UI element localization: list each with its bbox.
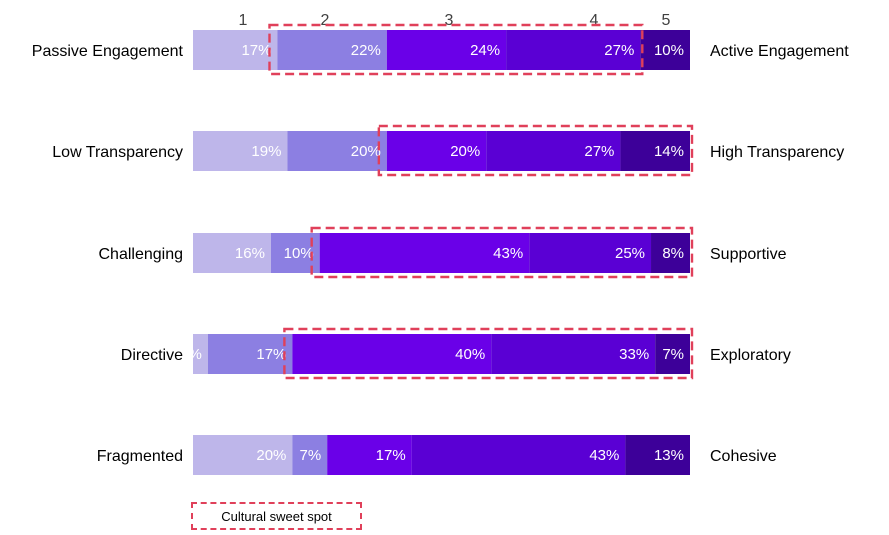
row-left-label: Passive Engagement bbox=[32, 43, 184, 60]
scale-point-label: 2 bbox=[321, 12, 330, 29]
bar-segment bbox=[529, 233, 652, 273]
bar-segment bbox=[287, 131, 387, 171]
data-label: 13% bbox=[654, 447, 684, 464]
bar-segment bbox=[193, 435, 293, 475]
bar-segment bbox=[506, 30, 641, 70]
data-label: 22% bbox=[351, 42, 381, 59]
data-label: 20% bbox=[450, 143, 480, 160]
bar-segment bbox=[193, 233, 271, 273]
row-right-label: Supportive bbox=[710, 246, 787, 263]
bar-segment bbox=[327, 435, 412, 475]
sweet-spot-highlight bbox=[283, 327, 694, 380]
data-label: 17% bbox=[256, 346, 286, 363]
data-label: 19% bbox=[251, 143, 281, 160]
data-label: 17% bbox=[241, 42, 271, 59]
row-right-label: Active Engagement bbox=[710, 43, 849, 60]
bar-segment bbox=[207, 334, 293, 374]
data-label: 27% bbox=[584, 143, 614, 160]
data-label: 7% bbox=[662, 346, 684, 363]
data-label: 16% bbox=[235, 245, 265, 262]
bar-segment bbox=[651, 233, 690, 273]
data-label: 20% bbox=[351, 143, 381, 160]
bar-segment bbox=[411, 435, 626, 475]
data-label: 24% bbox=[470, 42, 500, 59]
row-right-label: High Transparency bbox=[710, 144, 844, 161]
data-label: 10% bbox=[284, 245, 314, 262]
bar-segment bbox=[620, 131, 690, 171]
bar-segment bbox=[292, 435, 328, 475]
sweet-spot-highlight bbox=[377, 124, 694, 177]
bar-segment bbox=[386, 30, 507, 70]
bar-segment bbox=[386, 131, 487, 171]
bar-segment bbox=[277, 30, 387, 70]
data-label: 27% bbox=[604, 42, 634, 59]
scale-point-label: 5 bbox=[662, 12, 671, 29]
bar-segment bbox=[625, 435, 690, 475]
scale-point-label: 1 bbox=[239, 12, 248, 29]
data-label: 8% bbox=[662, 245, 684, 262]
scale-point-label: 4 bbox=[590, 12, 599, 29]
row-left-label: Low Transparency bbox=[52, 144, 183, 161]
bar-segment bbox=[193, 334, 208, 374]
bar-segment bbox=[292, 334, 492, 374]
bar-segment bbox=[193, 30, 278, 70]
legend-sweet-spot: Cultural sweet spot bbox=[191, 502, 362, 530]
row-left-label: Challenging bbox=[98, 246, 183, 263]
data-label: 10% bbox=[654, 42, 684, 59]
data-label: 3% bbox=[180, 346, 202, 363]
row-right-label: Exploratory bbox=[710, 347, 791, 364]
bar-segment bbox=[640, 30, 690, 70]
data-label: 17% bbox=[376, 447, 406, 464]
data-label: 40% bbox=[455, 346, 485, 363]
data-label: 43% bbox=[589, 447, 619, 464]
legend-label: Cultural sweet spot bbox=[221, 508, 332, 524]
data-label: 20% bbox=[256, 447, 286, 464]
scale-point-label: 3 bbox=[445, 12, 454, 29]
data-label: 43% bbox=[493, 245, 523, 262]
row-left-label: Fragmented bbox=[97, 448, 183, 465]
bar-segment bbox=[193, 131, 288, 171]
row-left-label: Directive bbox=[121, 347, 183, 364]
bar-segment bbox=[655, 334, 690, 374]
sweet-spot-highlight bbox=[268, 23, 644, 76]
data-label: 33% bbox=[619, 346, 649, 363]
bar-segment bbox=[319, 233, 530, 273]
bar-segment bbox=[486, 131, 621, 171]
bar-segment bbox=[491, 334, 656, 374]
data-label: 25% bbox=[615, 245, 645, 262]
sweet-spot-highlight bbox=[310, 226, 694, 279]
row-right-label: Cohesive bbox=[710, 448, 777, 465]
data-label: 7% bbox=[300, 447, 322, 464]
data-label: 14% bbox=[654, 143, 684, 160]
